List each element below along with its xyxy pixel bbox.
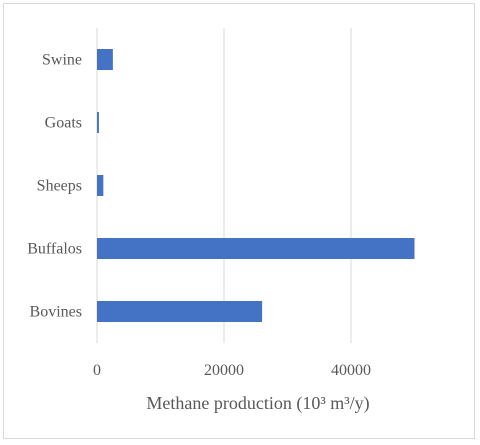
chart-frame: [3, 3, 475, 439]
x-tick-label: 20000: [204, 362, 244, 379]
x-axis-title: Methane production (10³ m³/y): [146, 393, 369, 414]
gridlines: [96, 28, 352, 343]
bar-sheeps: [97, 175, 104, 196]
bars: [97, 49, 415, 322]
x-tick-labels: 0 20000 40000: [93, 362, 371, 379]
y-tick-label-swine: Swine: [42, 52, 82, 69]
y-tick-label-bovines: Bovines: [30, 304, 82, 321]
y-tick-label-buffalos: Buffalos: [27, 241, 82, 258]
bar-bovines: [97, 301, 263, 322]
bar-buffalos: [97, 238, 415, 259]
y-tick-label-goats: Goats: [45, 115, 82, 132]
bar-goats: [97, 112, 99, 133]
x-tick-label: 40000: [331, 362, 371, 379]
y-tick-labels: Swine Goats Sheeps Buffalos Bovines: [27, 52, 82, 321]
bar-swine: [97, 49, 113, 70]
y-tick-label-sheeps: Sheeps: [37, 178, 82, 195]
x-tick-label: 0: [93, 362, 101, 379]
